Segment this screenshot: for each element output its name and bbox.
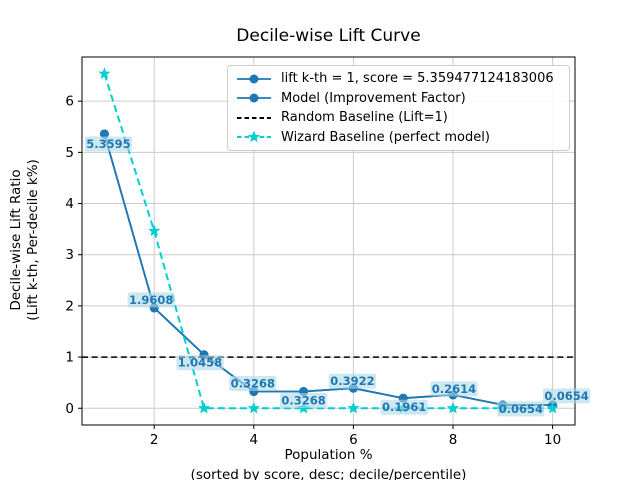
legend-row: Random Baseline (Lift=1) <box>236 108 561 127</box>
point-label: 0.3268 <box>231 377 275 391</box>
point-label-bbox <box>84 136 133 152</box>
point-label-bbox <box>127 292 175 308</box>
point-label: 0.3922 <box>330 374 374 388</box>
point-label-bbox <box>430 381 478 397</box>
legend-sample-dashed-icon <box>237 116 271 119</box>
legend-row: Wizard Baseline (perfect model) <box>236 128 561 147</box>
x-axis-label: Population % (sorted by score, desc; dec… <box>82 447 575 480</box>
legend-label: lift k-th = 1, score = 5.359477124183006 <box>281 71 554 87</box>
wizard-marker <box>98 67 111 79</box>
y-tick-label: 1 <box>65 350 74 366</box>
point-label: 5.3595 <box>86 137 130 151</box>
y-tick-label: 3 <box>65 247 74 263</box>
point-label-bbox <box>280 393 328 409</box>
y-tick-label: 6 <box>65 94 74 110</box>
y-tick-label: 2 <box>65 298 74 314</box>
wizard-marker <box>148 224 161 237</box>
point-label-bbox <box>497 401 545 417</box>
point-label: 1.0458 <box>178 356 222 370</box>
x-tick-label: 2 <box>150 432 159 448</box>
y-tick-label: 4 <box>65 196 74 212</box>
axes-spines <box>81 56 576 426</box>
legend-label: Wizard Baseline (perfect model) <box>281 129 490 145</box>
y-tick-label: 5 <box>65 145 74 161</box>
wizard-marker <box>197 401 211 414</box>
point-label: 0.2614 <box>432 382 476 396</box>
x-axis-label-line2: (sorted by score, desc; decile/percentil… <box>190 467 467 480</box>
legend-row: lift k-th = 1, score = 5.359477124183006 <box>236 69 561 88</box>
chart-title: Decile-wise Lift Curve <box>236 26 421 46</box>
x-axis-label-line1: Population % <box>284 447 373 463</box>
wizard-marker <box>347 401 360 414</box>
point-label-bbox <box>229 376 277 392</box>
point-label: 0.0654 <box>499 402 543 416</box>
model-line <box>103 133 553 406</box>
point-label-bbox <box>380 399 428 415</box>
point-label-bbox <box>328 373 376 389</box>
wizard-marker <box>546 401 559 414</box>
wizard-marker <box>446 401 460 414</box>
wizard-line <box>103 73 553 410</box>
x-tick-label: 6 <box>349 432 358 448</box>
point-label: 0.3268 <box>281 394 325 408</box>
legend-row: Model (Improvement Factor) <box>236 89 561 108</box>
legend-sample-model-icon <box>237 74 271 84</box>
wizard-marker <box>247 401 260 414</box>
point-label: 1.9608 <box>129 293 173 307</box>
legend-label: Random Baseline (Lift=1) <box>281 110 448 126</box>
point-label: 0.0654 <box>544 389 588 403</box>
point-label-bbox <box>176 355 224 371</box>
y-tick-label: 0 <box>65 401 74 417</box>
model-marker <box>99 129 109 139</box>
model-line <box>103 133 553 406</box>
x-tick-label: 8 <box>449 432 458 448</box>
legend-sample-wizard-icon <box>237 130 271 143</box>
point-label: 0.1961 <box>382 400 426 414</box>
legend: lift k-th = 1, score = 5.359477124183006… <box>227 65 570 151</box>
legend-sample-model-icon <box>237 93 271 103</box>
point-label-bbox <box>542 388 591 404</box>
legend-label: Model (Improvement Factor) <box>281 90 466 106</box>
x-tick-label: 10 <box>544 432 561 448</box>
x-tick-label: 4 <box>250 432 259 448</box>
